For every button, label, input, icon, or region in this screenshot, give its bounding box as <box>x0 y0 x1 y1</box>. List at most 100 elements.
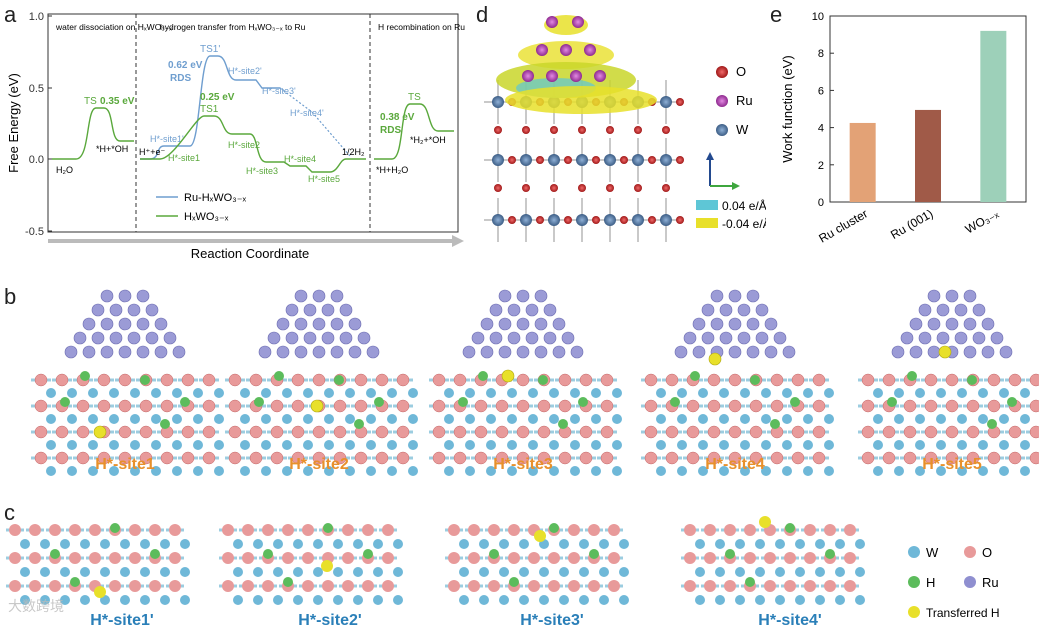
structure-c <box>219 523 403 605</box>
label-ts1p: TS1' <box>200 44 220 55</box>
charge-label-negative: -0.04 e/Å ³ <box>722 216 766 231</box>
structure-b <box>31 289 224 476</box>
legend-dot-ru <box>716 95 728 107</box>
y-ticks: 1.0 0.5 0.0 -0.5 <box>25 11 52 238</box>
y-tick-label: 10 <box>812 11 824 23</box>
legend-label-h: H <box>926 575 935 590</box>
structure-b <box>429 289 622 476</box>
panel-letter-b: b <box>4 284 17 309</box>
site-label-b4: H*-site4 <box>705 456 765 473</box>
legend-label-green: HₓWO₃₋ₓ <box>184 211 229 223</box>
charge-label-positive: 0.04 e/Å ³ <box>722 198 766 213</box>
legend-dot-w <box>908 546 920 558</box>
charge-swatch-negative <box>696 218 718 228</box>
section-title-3: H recombination on Ru <box>378 22 465 32</box>
legend-label-ru: Ru <box>982 575 999 590</box>
y-tick-label: 1.0 <box>29 11 44 23</box>
y-tick-label: -0.5 <box>25 226 44 238</box>
y-tick-label: 0 <box>818 197 824 209</box>
section-title-2: hydrogen transfer from HₓWO₃₋ₓ to Ru <box>160 22 306 32</box>
label-site3p: H*-site3' <box>262 86 296 96</box>
legend-dot-transferred-h <box>908 606 920 618</box>
free-energy-chart: 1.0 0.5 0.0 -0.5 Free Energy (eV) Reacti… <box>6 11 465 261</box>
label-site2: H*-site2 <box>228 140 260 150</box>
transferred-h <box>94 586 106 598</box>
label-038: 0.38 eV <box>380 112 415 123</box>
chart-frame <box>47 13 459 233</box>
panel-c-structures <box>6 516 865 605</box>
site-label-c1: H*-site1' <box>90 612 154 629</box>
site-label-b2: H*-site2 <box>289 456 349 473</box>
y-tick-label: 2 <box>818 160 824 172</box>
legend-label-ru: Ru <box>736 93 753 108</box>
label-site2p: H*-site2' <box>228 66 262 76</box>
legend-dot-o <box>964 546 976 558</box>
y-tick-label: 6 <box>818 85 824 97</box>
site-label-c4: H*-site4' <box>758 612 822 629</box>
legend-dot-w <box>716 124 728 136</box>
atom-legend: O Ru W <box>716 64 753 137</box>
transferred-h <box>93 425 107 439</box>
label-035: 0.35 eV <box>100 96 135 107</box>
panel-letter-c: c <box>4 500 15 525</box>
y-tick-label: 8 <box>818 48 824 60</box>
panel-letter-e: e <box>770 2 783 27</box>
legend-dot-o <box>716 66 728 78</box>
legend-label-transferred-h: Transferred H <box>926 606 1000 620</box>
legend-dot-ru <box>964 576 976 588</box>
label-site4: H*-site4 <box>284 154 316 164</box>
site-label-b5: H*-site5 <box>922 456 982 473</box>
green-path-recombination <box>374 103 454 160</box>
y-tick-label: 0.0 <box>29 154 44 166</box>
site-label-c2: H*-site2' <box>298 612 362 629</box>
blue-path <box>140 55 280 160</box>
transferred-h <box>938 345 952 359</box>
label-site4p: H*-site4' <box>290 108 324 118</box>
y-tick-label: 0.5 <box>29 83 44 95</box>
label-025: 0.25 eV <box>200 92 235 103</box>
green-path-water <box>52 107 134 160</box>
label-site3: H*-site3 <box>246 166 278 176</box>
structure-c <box>445 523 629 605</box>
legend-label-blue: Ru-HₓWO₃₋ₓ <box>184 192 247 204</box>
charge-density-structure: O Ru W 0.04 e/Å ³ -0.04 e/Å ³ <box>484 15 766 242</box>
green-path-transfer <box>140 115 366 173</box>
transferred-h <box>708 352 722 366</box>
label-062: 0.62 eV <box>168 60 203 71</box>
label-half-h2: 1/2H₂ <box>342 147 365 157</box>
panel-letter-d: d <box>476 2 489 27</box>
transferred-h <box>310 399 324 413</box>
label-h-oh: *H+*OH <box>96 144 128 154</box>
label-h2-oh: *H₂+*OH <box>410 135 446 145</box>
site-label-b3: H*-site3 <box>493 456 553 473</box>
category-label: Ru (001) <box>888 206 935 241</box>
bars <box>849 30 1007 202</box>
label-site1: H*-site1 <box>168 153 200 163</box>
label-h-e: H⁺+e⁻ <box>139 147 166 157</box>
bar <box>915 109 941 202</box>
charge-swatch-positive <box>696 200 718 210</box>
blue-path-dotted <box>279 87 351 157</box>
structure-c <box>681 516 865 605</box>
label-ts-3: TS <box>408 92 421 103</box>
site-label-b1: H*-site1 <box>95 456 155 473</box>
bar <box>849 122 876 202</box>
legend-label-w: W <box>736 122 749 137</box>
legend-dot-h <box>908 576 920 588</box>
category-label: Ru cluster <box>816 206 870 245</box>
ru-atoms <box>522 16 606 82</box>
label-rds-3: RDS <box>380 125 401 136</box>
label-site5: H*-site5 <box>308 174 340 184</box>
transferred-h <box>321 560 333 572</box>
bar-y-ticks: 0 2 4 6 8 10 <box>812 11 834 209</box>
panel-c-legend: W O H Ru Transferred H <box>908 545 1000 620</box>
watermark: 大数跨境 <box>8 598 64 614</box>
bar-categories: Ru cluster Ru (001) WO₃₋ₓ <box>816 206 1001 245</box>
transferred-h <box>759 516 771 528</box>
bar <box>980 30 1007 202</box>
y-axis-label: Free Energy (eV) <box>6 73 21 173</box>
structure-b <box>858 289 1039 476</box>
y-axis-label: Work function (eV) <box>780 55 795 162</box>
label-ts1-green: TS1 <box>200 104 219 115</box>
